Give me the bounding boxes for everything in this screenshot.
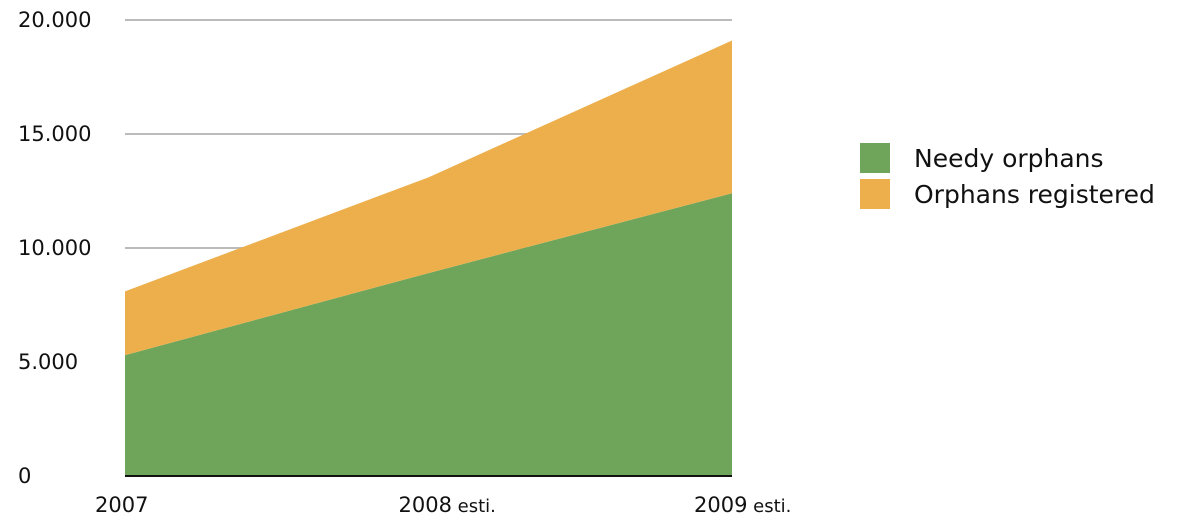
y-tick-label-2: 10.000 xyxy=(18,236,91,260)
x-tick-year-0: 2007 xyxy=(95,493,148,517)
legend-swatch-needy-orphans xyxy=(860,143,890,173)
area-series-needy-orphans xyxy=(125,193,732,476)
x-tick-label-1: 2008 esti. xyxy=(399,493,496,517)
x-tick-label-0: 2007 xyxy=(95,493,148,517)
x-tick-year-2: 2009 xyxy=(694,493,747,517)
x-tick-label-2: 2009 esti. xyxy=(694,493,791,517)
legend-item-needy-orphans: Needy orphans xyxy=(860,140,1155,176)
x-tick-suffix-1: esti. xyxy=(452,496,496,517)
y-tick-label-1: 5.000 xyxy=(18,350,78,374)
y-tick-label-0: 0 xyxy=(18,464,31,488)
legend: Needy orphans Orphans registered xyxy=(860,140,1155,212)
area-series-orphans-registered xyxy=(125,40,732,356)
legend-label-needy-orphans: Needy orphans xyxy=(914,143,1104,173)
legend-label-orphans-registered: Orphans registered xyxy=(914,179,1155,209)
y-tick-label-3: 15.000 xyxy=(18,122,91,146)
legend-swatch-orphans-registered xyxy=(860,179,890,209)
x-tick-suffix-2: esti. xyxy=(747,496,791,517)
legend-item-orphans-registered: Orphans registered xyxy=(860,176,1155,212)
x-tick-year-1: 2008 xyxy=(399,493,452,517)
y-tick-label-4: 20.000 xyxy=(18,8,91,32)
